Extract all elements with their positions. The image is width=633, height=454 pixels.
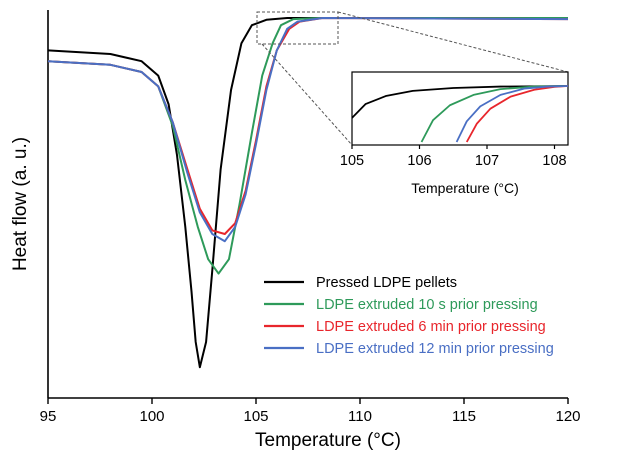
inset-series-line-ldpe-extruded-10-s-prior-pressing <box>420 85 568 143</box>
legend-label-ldpe-extruded-12-min-prior-pressing: LDPE extruded 12 min prior pressing <box>316 341 554 357</box>
inset-x-tick-label: 107 <box>475 153 499 169</box>
inset-x-tick-label: 105 <box>340 153 364 169</box>
inset-x-axis-title: Temperature (°C) <box>411 180 519 196</box>
zoom-region-box <box>256 11 339 45</box>
inset-series-line-ldpe-extruded-12-min-prior-pressing <box>455 85 568 143</box>
series-line-pressed-ldpe-pellets <box>47 17 568 369</box>
series-line-ldpe-extruded-12-min-prior-pressing <box>47 17 569 243</box>
zoom-connector-line <box>261 43 353 146</box>
inset-x-tick-label: 106 <box>407 153 431 169</box>
x-tick-label: 110 <box>348 408 372 425</box>
x-tick-label: 120 <box>555 408 580 425</box>
x-tick-label: 95 <box>40 408 57 425</box>
x-tick-label: 100 <box>139 408 164 425</box>
legend-label-ldpe-extruded-6-min-prior-pressing: LDPE extruded 6 min prior pressing <box>316 319 546 335</box>
inset-series-line-pressed-ldpe-pellets <box>352 85 568 119</box>
zoom-indicator <box>256 11 569 146</box>
legend: Pressed LDPE pellets LDPE extruded 10 s p… <box>264 275 554 357</box>
main-series <box>47 17 569 369</box>
series-line-ldpe-extruded-10-s-prior-pressing <box>47 17 568 275</box>
x-tick-label: 105 <box>243 408 268 425</box>
x-axis-title: Temperature (°C) <box>255 430 401 451</box>
y-axis-title: Heat flow (a. u.) <box>10 137 31 271</box>
zoom-connector-line <box>337 11 569 73</box>
inset-chart: 105 106 107 108 Temperature (°C) <box>340 71 569 196</box>
inset-series <box>352 85 568 143</box>
legend-label-pressed-ldpe-pellets: Pressed LDPE pellets <box>316 275 457 291</box>
inset-x-tick-label: 108 <box>542 153 566 169</box>
legend-label-ldpe-extruded-10-s-prior-pressing: LDPE extruded 10 s prior pressing <box>316 297 538 313</box>
x-tick-label: 115 <box>452 408 476 425</box>
inset-frame <box>351 71 569 146</box>
main-axes: 95 100 105 110 115 120 Temperature (°C) Heat fl… <box>10 10 581 451</box>
